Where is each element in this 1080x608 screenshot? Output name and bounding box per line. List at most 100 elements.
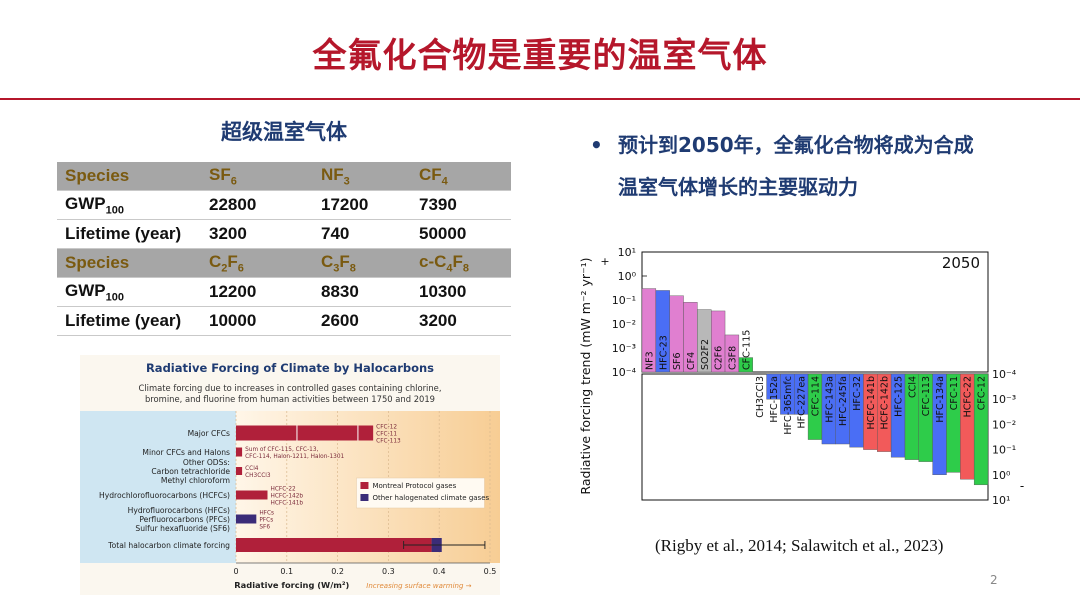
x-tick-label: 0.2 xyxy=(331,567,344,576)
category-label: Major CFCs xyxy=(188,429,230,438)
gwp-table: Species SF6 NF3 CF4 GWP100 22800 17200 7390 Life… xyxy=(57,162,511,336)
table-cell: Lifetime (year) xyxy=(57,306,201,336)
bar-label: HCFC-142b xyxy=(880,376,891,429)
bar-label: HFC-143a xyxy=(824,376,835,423)
bar-label: CFC-114 xyxy=(811,376,822,416)
bar-note: PFCs xyxy=(259,518,273,524)
table-cell: GWP100 xyxy=(57,190,201,220)
bar-label: CFC-113 xyxy=(921,376,932,416)
y-tick-label: 10⁻³ xyxy=(612,342,636,355)
radiative-forcing-trend-chart: 2050 Radiative forcing trend (mW m⁻² yr⁻¹… xyxy=(578,246,1024,507)
bar-label: HFC-32 xyxy=(852,376,863,411)
x-annotation: Increasing surface warming → xyxy=(366,582,471,590)
y-tick-label: 10⁰ xyxy=(618,270,637,283)
category-label: Other ODSs: xyxy=(183,458,230,467)
bar-note: HCFC-22 xyxy=(270,487,296,493)
table-row: Species C2F6 C3F8 c-C4F8 xyxy=(57,248,511,278)
table-cell: 8830 xyxy=(313,277,411,307)
bar-label: HFC-245fa xyxy=(838,376,849,426)
table-header-cell: C2F6 xyxy=(201,248,313,278)
x-tick-label: 0.3 xyxy=(382,567,395,576)
bullet-text: 预计到2050年，全氟化合物将成为合成 温室气体增长的主要驱动力 xyxy=(618,133,974,199)
y-tick-label: 10⁻⁴ xyxy=(992,368,1017,381)
bar-note: CFC-114, Halon-1211, Halon-1301 xyxy=(245,454,344,460)
table-row: Lifetime (year) 10000 2600 3200 xyxy=(57,306,511,336)
y-tick-label: 10⁻² xyxy=(992,418,1016,431)
bar xyxy=(236,425,374,441)
chart-subtitle: Climate forcing due to increases in cont… xyxy=(138,383,441,393)
bar-label: HFC-125 xyxy=(894,376,905,417)
bar-label: HFC-134a xyxy=(935,376,946,423)
chart-subtitle: bromine, and fluorine from human activit… xyxy=(145,394,435,404)
table-header-cell: C3F8 xyxy=(313,248,411,278)
table-cell: 10300 xyxy=(411,277,511,307)
halocarbon-forcing-chart: Radiative Forcing of Climate by Halocarb… xyxy=(80,355,500,595)
table-header-cell: CF4 xyxy=(411,162,511,191)
y-tick-label: 10⁻¹ xyxy=(992,444,1016,457)
table-header-cell: Species xyxy=(57,162,201,191)
table-cell: 2600 xyxy=(313,306,411,336)
table-header-cell: NF3 xyxy=(313,162,411,191)
table-row: GWP100 12200 8830 10300 xyxy=(57,277,511,307)
legend-swatch xyxy=(360,494,369,501)
table-subtitle: 超级温室气体 xyxy=(221,120,347,144)
y-tick-label: 10⁻² xyxy=(612,318,636,331)
bar-label: HFC-23 xyxy=(658,335,669,370)
bullet-point: • 预计到2050年，全氟化合物将成为合成 温室气体增长的主要驱动力 xyxy=(590,124,1050,208)
y-tick-label: 10⁰ xyxy=(992,469,1011,482)
bar-label: SF6 xyxy=(672,352,683,370)
bar-label: NF3 xyxy=(644,351,655,370)
table-header-cell: c-C4F8 xyxy=(411,248,511,278)
sign-label: - xyxy=(1020,479,1024,493)
category-label: Methyl chloroform xyxy=(161,476,230,485)
bar-label: HCFC-141b xyxy=(866,376,877,429)
slide-title: 全氟化合物是重要的温室气体 xyxy=(312,36,768,76)
y-axis-label: Radiative forcing trend (mW m⁻² yr⁻¹) xyxy=(578,257,593,494)
bar-label: C3F8 xyxy=(727,346,738,370)
table-cell: 22800 xyxy=(201,190,313,220)
category-label: Carbon tetrachloride xyxy=(151,467,230,476)
bullet-dot: • xyxy=(590,133,603,157)
bar-note: SF6 xyxy=(259,525,270,531)
bar-note: CH3CCl3 xyxy=(245,473,271,479)
category-label: Minor CFCs and Halons xyxy=(142,448,230,457)
bar-label: HCFC-22 xyxy=(963,376,974,417)
y-tick-label: 10⁻³ xyxy=(992,393,1016,406)
table-cell: 17200 xyxy=(313,190,411,220)
y-tick-label: 10⁻⁴ xyxy=(612,366,637,379)
category-label: Hydrochlorofluorocarbons (HCFCs) xyxy=(99,491,230,500)
x-tick-label: 0.4 xyxy=(433,567,446,576)
x-tick-label: 0.5 xyxy=(484,567,497,576)
bar xyxy=(236,514,257,524)
x-tick-label: 0.1 xyxy=(280,567,293,576)
bar-note: CFC-113 xyxy=(376,439,401,445)
sign-label: + xyxy=(600,255,609,268)
table-cell: 3200 xyxy=(411,306,511,336)
bar-note: CFC-12 xyxy=(376,425,397,431)
table-cell: 7390 xyxy=(411,190,511,220)
table-cell: 3200 xyxy=(201,219,313,249)
bar-label: CFC-11 xyxy=(949,376,960,410)
table-header-cell: SF6 xyxy=(201,162,313,191)
bar-label: HFC-227ea xyxy=(797,376,808,428)
x-axis-label: Radiative forcing (W/m²) xyxy=(234,580,349,590)
table-row: GWP100 22800 17200 7390 xyxy=(57,190,511,220)
table-cell: 50000 xyxy=(411,219,511,249)
bar-label: CCl4 xyxy=(907,376,918,398)
bar-label: C2F6 xyxy=(714,346,725,370)
bar xyxy=(973,373,989,486)
chart-title: Radiative Forcing of Climate by Halocarb… xyxy=(146,361,434,375)
bar-label: HFC-365mfc xyxy=(783,376,794,435)
bar-note: CFC-11 xyxy=(376,432,397,438)
bar-note: CCl4 xyxy=(245,466,259,472)
category-label: Total halocarbon climate forcing xyxy=(107,541,230,550)
table-cell: 740 xyxy=(313,219,411,249)
panel-label: 2050 xyxy=(942,254,980,272)
bar-label: HFC-152a xyxy=(769,376,780,423)
table-header-cell: Species xyxy=(57,248,201,278)
title-divider xyxy=(0,98,1080,100)
citation: (Rigby et al., 2014; Salawitch et al., 2… xyxy=(655,536,944,555)
legend-entry: Other halogenated climate gases xyxy=(372,494,489,502)
bar-label: CFC-12 xyxy=(977,376,988,410)
bar xyxy=(724,334,740,373)
